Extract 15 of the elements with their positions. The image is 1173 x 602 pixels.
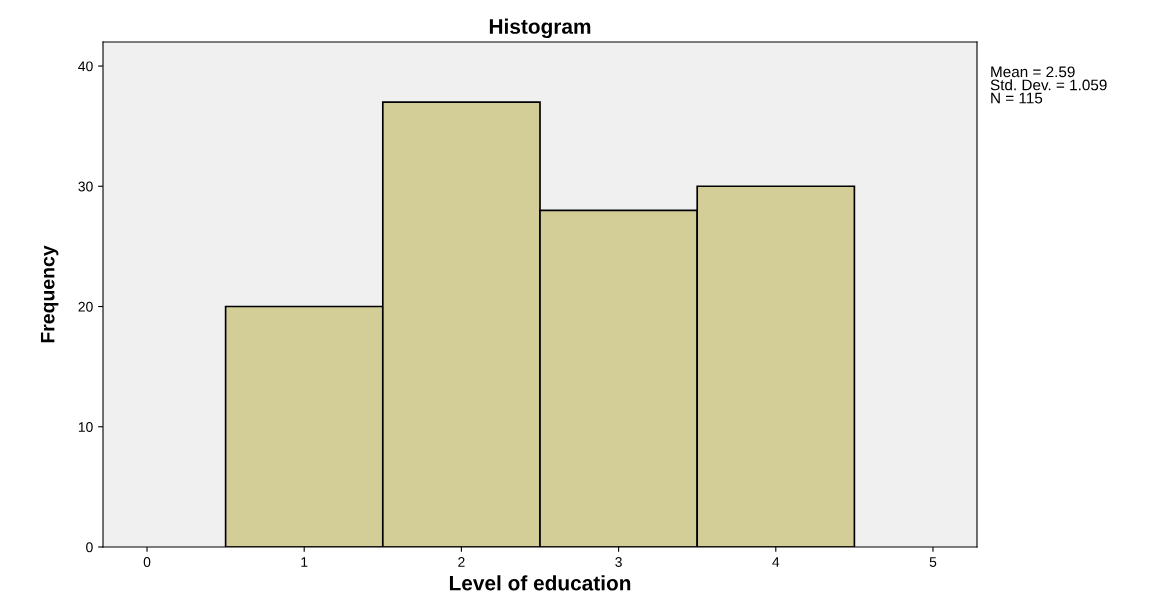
- y-tick-label: 10: [78, 422, 93, 432]
- x-tick-label: 0: [143, 557, 151, 567]
- x-tick-label: 3: [615, 557, 622, 567]
- y-tick-label: 0: [86, 542, 93, 553]
- y-axis-title: Frequency: [40, 245, 59, 343]
- x-tick-label: 5: [929, 557, 937, 567]
- x-tick-label: 1: [301, 557, 308, 567]
- x-tick-label: 2: [458, 557, 465, 567]
- y-tick-label: 20: [78, 301, 93, 312]
- x-axis-title: Level of education: [449, 575, 631, 591]
- chart-title: Histogram: [489, 18, 591, 39]
- text: Mean = 2.59 Std. Dev. = 1.059 N = 115: [990, 66, 1107, 104]
- x-tick-label: 4: [772, 557, 780, 567]
- y-tick-label: 30: [78, 181, 93, 192]
- y-tick-label: 40: [78, 61, 93, 72]
